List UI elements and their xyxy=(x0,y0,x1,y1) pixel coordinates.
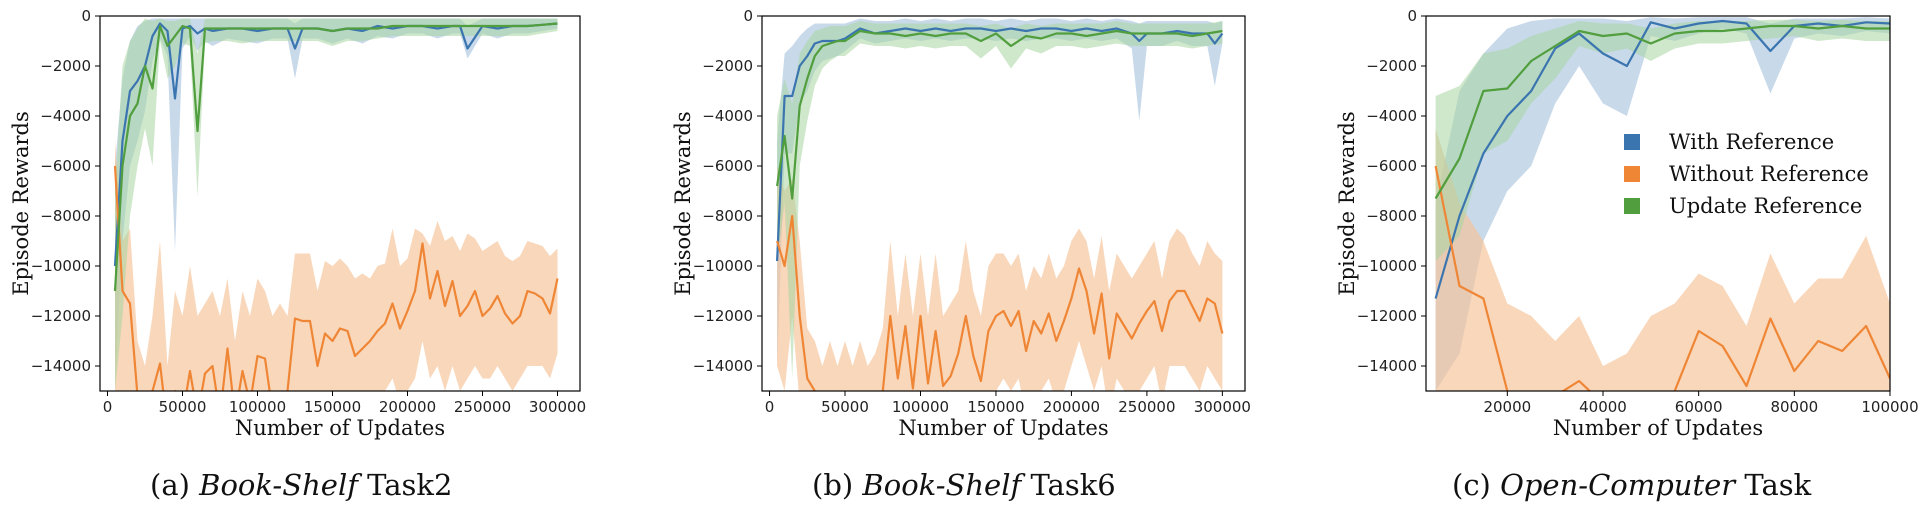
panel-c-band-with-reference xyxy=(1435,17,1890,391)
panel-a-line-update-reference xyxy=(113,22,558,292)
panel-b-plot-area xyxy=(776,18,1224,391)
panel-a-ytick-label: −4000 xyxy=(40,107,91,125)
panel-a-ytick-label: −2000 xyxy=(40,57,91,75)
panel-a-ytick-label: −12000 xyxy=(31,307,91,325)
panel-b-ytick-label: 0 xyxy=(743,7,753,25)
caption-a: (a) Book-Shelf Task2 xyxy=(150,468,452,502)
panel-b-ylabel: Episode Rewards xyxy=(671,111,695,295)
panel-c-xtick-label: 100000 xyxy=(1861,398,1918,416)
panel-a-ytick-label: −14000 xyxy=(31,357,91,375)
panel-a-frame xyxy=(99,15,581,392)
panel-c-ytick-label: 0 xyxy=(1407,7,1417,25)
caption-a-prefix: (a) xyxy=(150,468,200,502)
panel-a-xtick-label: 50000 xyxy=(159,398,207,416)
panel-c-ytick-label: −8000 xyxy=(1366,207,1417,225)
panel-b-xtick-label: 250000 xyxy=(1118,398,1175,416)
panel-a-xtick-label: 250000 xyxy=(454,398,511,416)
panel-b-xtick-label: 150000 xyxy=(967,398,1024,416)
panel-b-xtick-label: 50000 xyxy=(821,398,869,416)
panel-a-ytick-label: −6000 xyxy=(40,157,91,175)
caption-b-suffix: Task6 xyxy=(1021,468,1116,502)
panel-c-line-with-reference xyxy=(1434,19,1890,299)
panel-b-line-update-reference xyxy=(776,29,1223,200)
panel-b-line-with-reference xyxy=(776,27,1224,262)
panel-b-ytick-label: −2000 xyxy=(702,57,753,75)
panel-c-xtick-label: 60000 xyxy=(1675,398,1723,416)
panel-a-line-with-reference xyxy=(113,22,558,267)
panel-a: 0 −2000 −4000 −6000 −8000 −10000 −12000 −14000 0… xyxy=(9,7,586,440)
caption-c-italic: Open-Computer xyxy=(1500,468,1736,502)
legend-label-without-reference: Without Reference xyxy=(1669,162,1869,186)
panel-b-ytick-label: −10000 xyxy=(693,257,753,275)
legend-swatch-without-reference xyxy=(1624,166,1640,182)
panel-a-ytick-label: 0 xyxy=(81,7,91,25)
panel-c: 0 −2000 −4000 −6000 −8000 −10000 −12000 −14000 2… xyxy=(1335,7,1919,440)
panel-b-ytick-label: −6000 xyxy=(702,157,753,175)
legend-swatch-update-reference xyxy=(1624,198,1640,214)
caption-c: (c) Open-Computer Task xyxy=(1452,468,1811,502)
panel-a-ylabel: Episode Rewards xyxy=(9,111,33,295)
panel-b-xtick-label: 0 xyxy=(765,398,775,416)
panel-c-xtick-label: 80000 xyxy=(1770,398,1818,416)
panel-a-plot-area xyxy=(113,18,559,391)
panel-c-xtick-label: 20000 xyxy=(1483,398,1531,416)
panel-a-ytick-label: −8000 xyxy=(40,207,91,225)
caption-c-suffix: Task xyxy=(1735,468,1812,502)
panel-c-ytick-label: −4000 xyxy=(1366,107,1417,125)
panel-c-band-update-reference xyxy=(1435,19,1890,261)
panel-b-ytick-label: −8000 xyxy=(702,207,753,225)
panel-a-xtick-label: 200000 xyxy=(379,398,436,416)
panel-a-xtick-label: 300000 xyxy=(529,398,586,416)
caption-b: (b) Book-Shelf Task6 xyxy=(812,468,1116,502)
legend-label-with-reference: With Reference xyxy=(1669,130,1834,154)
panel-a-xtick-label: 150000 xyxy=(304,398,361,416)
panel-a-xtick-label: 0 xyxy=(103,398,113,416)
panel-c-line-without-reference xyxy=(1434,165,1890,391)
caption-c-prefix: (c) xyxy=(1452,468,1501,502)
panel-c-plot-area xyxy=(1434,17,1890,391)
panel-b-xlabel: Number of Updates xyxy=(898,416,1108,440)
panel-c-ylabel: Episode Rewards xyxy=(1335,111,1359,295)
panel-a-xtick-label: 100000 xyxy=(229,398,286,416)
caption-a-italic: Book-Shelf xyxy=(199,468,358,502)
panel-c-ytick-label: −10000 xyxy=(1357,257,1417,275)
panel-c-ytick-label: −2000 xyxy=(1366,57,1417,75)
panel-c-frame xyxy=(1425,15,1891,392)
panel-b-ytick-label: −4000 xyxy=(702,107,753,125)
panel-c-ytick-label: −14000 xyxy=(1357,357,1417,375)
caption-b-prefix: (b) xyxy=(812,468,863,502)
panel-b-xtick-label: 300000 xyxy=(1194,398,1251,416)
legend: With Reference Without Reference Update Re… xyxy=(1624,130,1869,218)
panel-a-line-without-reference xyxy=(113,165,559,391)
legend-swatch-with-reference xyxy=(1624,134,1640,150)
panel-b-ytick-label: −14000 xyxy=(693,357,753,375)
panel-b: 0 −2000 −4000 −6000 −8000 −10000 −12000 −14000 0… xyxy=(671,7,1251,440)
panel-b-frame xyxy=(761,15,1246,392)
legend-label-update-reference: Update Reference xyxy=(1669,194,1862,218)
caption-b-italic: Book-Shelf xyxy=(862,468,1022,502)
panel-a-band-without-reference xyxy=(115,141,558,391)
panel-c-xlabel: Number of Updates xyxy=(1553,416,1763,440)
panel-c-ytick-label: −12000 xyxy=(1357,307,1417,325)
caption-a-suffix: Task2 xyxy=(357,468,453,502)
panel-b-xtick-label: 200000 xyxy=(1043,398,1100,416)
panel-c-xtick-label: 40000 xyxy=(1579,398,1627,416)
panel-b-band-update-reference xyxy=(777,21,1223,379)
panel-a-ytick-label: −10000 xyxy=(31,257,91,275)
panel-c-band-without-reference xyxy=(1435,128,1890,391)
panel-a-xlabel: Number of Updates xyxy=(235,416,445,440)
panel-c-ytick-label: −6000 xyxy=(1366,157,1417,175)
panel-b-line-without-reference xyxy=(776,214,1224,391)
panel-b-ytick-label: −12000 xyxy=(693,307,753,325)
panel-c-line-update-reference xyxy=(1434,24,1890,200)
panel-b-xtick-label: 100000 xyxy=(892,398,949,416)
